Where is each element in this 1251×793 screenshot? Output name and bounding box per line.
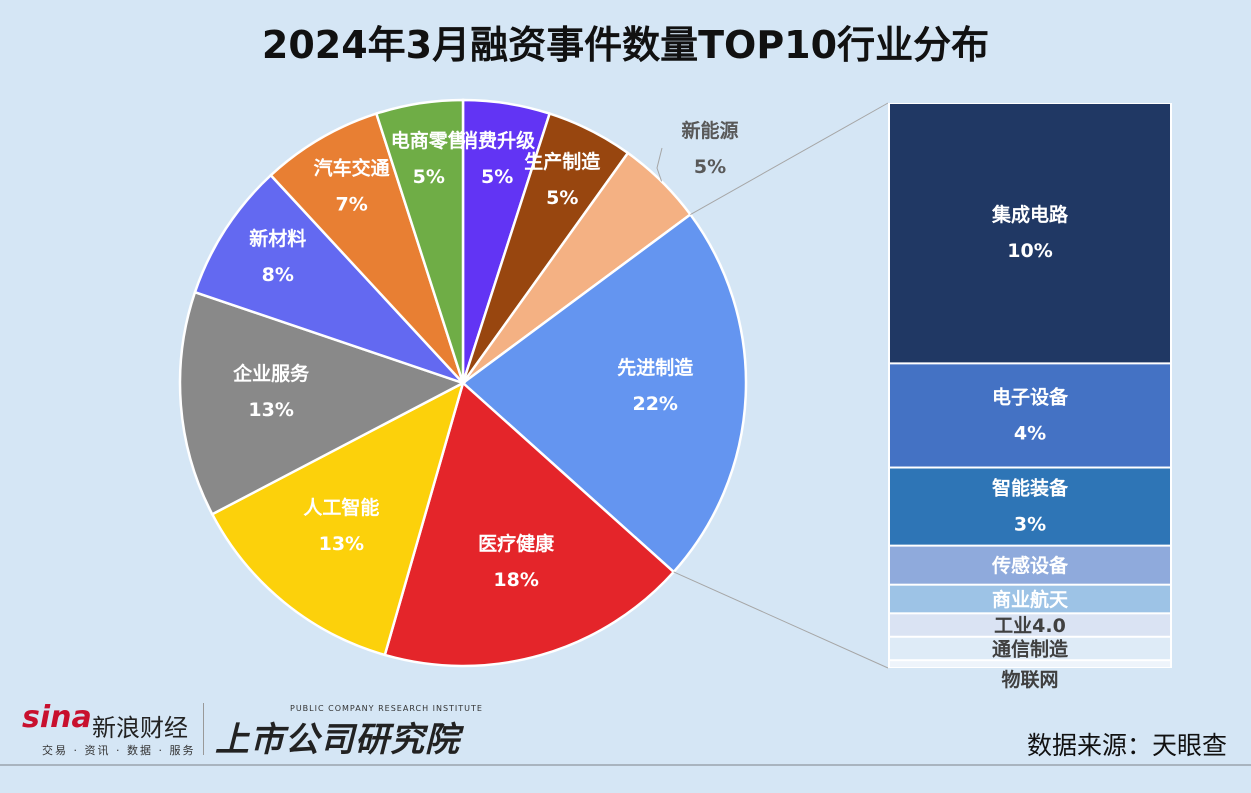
sina-slogan: 交易 · 资讯 · 数据 · 服务 xyxy=(42,744,196,757)
bar-segment-3 xyxy=(890,546,1170,584)
pie-slice-8 xyxy=(269,112,465,384)
connector-line-top xyxy=(690,102,889,215)
bar-segment-4 xyxy=(890,585,1170,613)
bar-value-label-0: 10% xyxy=(1007,240,1052,262)
bar-label-0: 集成电路 xyxy=(991,203,1069,226)
bar-label-4: 商业航天 xyxy=(992,588,1069,611)
slice-label-6: 企业服务 xyxy=(232,362,310,385)
institute-logo-en: PUBLIC COMPANY RESEARCH INSTITUTE xyxy=(290,704,483,713)
pie-slice-4 xyxy=(383,380,676,668)
slice-value-label-0: 5% xyxy=(481,166,513,188)
slice-value-label-4: 18% xyxy=(493,569,538,591)
institute-logo: 上市公司研究院 xyxy=(215,720,460,760)
chart-title: 2024年3月融资事件数量TOP10行业分布 xyxy=(261,23,990,67)
bar-label-2: 智能装备 xyxy=(992,477,1069,500)
bar-segment-6 xyxy=(890,637,1170,660)
pie-slice-6 xyxy=(178,290,467,516)
bar-label-6: 通信制造 xyxy=(992,637,1069,660)
footer-divider xyxy=(0,764,1251,766)
bar-label-7: 物联网 xyxy=(1001,668,1058,691)
slice-value-label-7: 8% xyxy=(262,264,294,286)
pie-slice-7 xyxy=(193,173,464,385)
bar-value-label-1: 4% xyxy=(1014,422,1046,444)
slice-label-0: 消费升级 xyxy=(459,129,535,152)
slice-value-label-9: 5% xyxy=(413,166,445,188)
pie-slice-3 xyxy=(461,212,748,574)
sina-logo: sina xyxy=(22,700,92,735)
slice-value-label-6: 13% xyxy=(248,399,293,421)
bar-segment-2 xyxy=(890,468,1170,545)
slice-value-label-8: 7% xyxy=(336,193,368,215)
slice-label-1: 生产制造 xyxy=(524,150,601,173)
slice-label-4: 医疗健康 xyxy=(478,532,555,555)
slice-label-2: 新能源 xyxy=(681,119,738,142)
slice-value-label-1: 5% xyxy=(546,187,578,209)
bar-segment-7 xyxy=(890,661,1170,667)
pie-slice-5 xyxy=(210,380,466,657)
slice-label-9: 电商零售 xyxy=(391,129,467,152)
bar-label-3: 传感设备 xyxy=(991,554,1069,577)
logo-divider xyxy=(203,703,204,755)
bar-segment-1 xyxy=(890,364,1170,467)
slice-label-3: 先进制造 xyxy=(617,356,694,379)
bar-segment-5 xyxy=(890,614,1170,636)
sina-finance-logo-text: 新浪财经 xyxy=(92,714,188,742)
bar-label-1: 电子设备 xyxy=(992,385,1069,408)
data-source: 数据来源：天眼查 xyxy=(1026,731,1227,760)
bar-value-label-2: 3% xyxy=(1014,514,1046,536)
bar-label-5: 工业4.0 xyxy=(994,615,1066,637)
slice-label-8: 汽车交通 xyxy=(314,156,391,179)
connector-line-bottom xyxy=(673,571,889,669)
bar-segment-0 xyxy=(890,104,1170,363)
slice-label-5: 人工智能 xyxy=(303,496,379,519)
slice-value-label-3: 22% xyxy=(632,393,677,415)
slice-value-label-5: 13% xyxy=(319,533,364,555)
pie-slice-9 xyxy=(374,98,465,384)
slice-value-label-2: 5% xyxy=(694,156,726,178)
slice-label-7: 新材料 xyxy=(249,227,306,250)
leader-line-2 xyxy=(656,147,663,182)
